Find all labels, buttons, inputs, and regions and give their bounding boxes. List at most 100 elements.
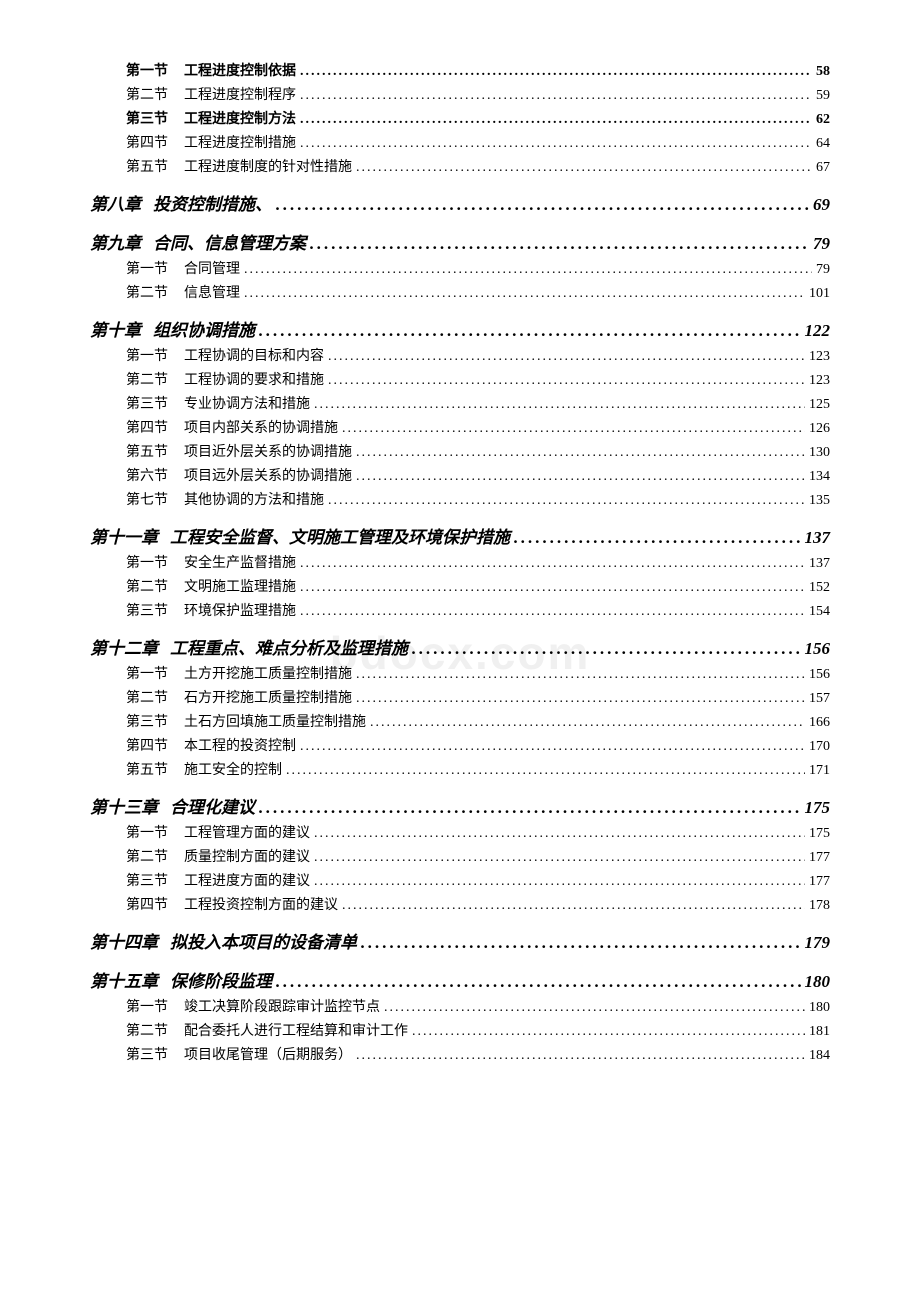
toc-entry-label: 土石方回填施工质量控制措施 — [184, 711, 366, 731]
toc-entry-prefix: 第四节 — [126, 894, 184, 914]
toc-chapter-row: 第九章合同、信息管理方案............................… — [90, 229, 830, 254]
toc-entry-page: 64 — [816, 136, 830, 152]
toc-entry-label: 竣工决算阶段跟踪审计监控节点 — [184, 996, 380, 1016]
toc-chapter-row: 第十三章合理化建议...............................… — [90, 793, 830, 818]
toc-entry-page: 135 — [809, 493, 830, 509]
toc-entry-prefix: 第二节 — [126, 1020, 184, 1040]
toc-entry-label: 工程管理方面的建议 — [184, 822, 310, 842]
toc-entry-prefix: 第四节 — [126, 417, 184, 437]
toc-entry-label: 工程进度控制依据 — [184, 60, 296, 80]
toc-entry-page: 79 — [813, 234, 830, 254]
toc-leader-dots: ........................................… — [370, 715, 805, 731]
toc-entry-label: 安全生产监督措施 — [184, 552, 296, 572]
toc-entry-page: 156 — [805, 639, 831, 659]
toc-leader-dots: ........................................… — [300, 580, 805, 596]
toc-entry-prefix: 第六节 — [126, 465, 184, 485]
toc-section-row: 第二节质量控制方面的建议............................… — [90, 846, 830, 866]
toc-entry-label: 工程协调的目标和内容 — [184, 345, 324, 365]
toc-entry-prefix: 第三节 — [126, 870, 184, 890]
toc-entry-page: 137 — [809, 556, 830, 572]
toc-entry-prefix: 第五节 — [126, 759, 184, 779]
toc-section-row: 第三节工程进度方面的建议............................… — [90, 870, 830, 890]
toc-entry-page: 152 — [809, 580, 830, 596]
toc-entry-page: 123 — [809, 373, 830, 389]
toc-leader-dots: ........................................… — [356, 160, 812, 176]
toc-entry-label: 土方开挖施工质量控制措施 — [184, 663, 352, 683]
toc-entry-page: 58 — [816, 64, 830, 80]
toc-entry-label: 工程进度方面的建议 — [184, 870, 310, 890]
toc-entry-page: 157 — [809, 691, 830, 707]
toc-entry-page: 130 — [809, 445, 830, 461]
toc-leader-dots: ........................................… — [259, 321, 801, 341]
toc-entry-page: 69 — [813, 195, 830, 215]
toc-entry-prefix: 第一节 — [126, 663, 184, 683]
toc-section-row: 第五节项目近外层关系的协调措施.........................… — [90, 441, 830, 461]
toc-entry-label: 项目远外层关系的协调措施 — [184, 465, 352, 485]
toc-leader-dots: ........................................… — [300, 604, 805, 620]
toc-entry-label: 组织协调措施 — [153, 316, 255, 341]
toc-leader-dots: ........................................… — [356, 667, 805, 683]
toc-entry-page: 170 — [809, 739, 830, 755]
toc-entry-prefix: 第四节 — [126, 735, 184, 755]
toc-section-row: 第五节工程进度制度的针对性措施.........................… — [90, 156, 830, 176]
toc-entry-page: 126 — [809, 421, 830, 437]
toc-section-row: 第五节施工安全的控制..............................… — [90, 759, 830, 779]
toc-section-row: 第六节项目远外层关系的协调措施.........................… — [90, 465, 830, 485]
toc-entry-prefix: 第三节 — [126, 600, 184, 620]
toc-entry-label: 其他协调的方法和措施 — [184, 489, 324, 509]
toc-leader-dots: ........................................… — [276, 195, 809, 215]
toc-section-row: 第四节本工程的投资控制.............................… — [90, 735, 830, 755]
toc-entry-prefix: 第八章 — [90, 190, 153, 215]
toc-leader-dots: ........................................… — [286, 763, 805, 779]
toc-leader-dots: ........................................… — [276, 972, 801, 992]
toc-leader-dots: ........................................… — [300, 112, 812, 128]
toc-entry-page: 177 — [809, 874, 830, 890]
toc-entry-prefix: 第二节 — [126, 282, 184, 302]
toc-entry-prefix: 第二节 — [126, 576, 184, 596]
toc-entry-page: 184 — [809, 1048, 830, 1064]
toc-leader-dots: ........................................… — [514, 528, 801, 548]
toc-entry-page: 175 — [805, 798, 831, 818]
toc-entry-label: 工程进度控制程序 — [184, 84, 296, 104]
toc-entry-prefix: 第二节 — [126, 84, 184, 104]
toc-entry-page: 180 — [809, 1000, 830, 1016]
toc-entry-label: 石方开挖施工质量控制措施 — [184, 687, 352, 707]
toc-entry-prefix: 第十三章 — [90, 793, 170, 818]
toc-entry-label: 文明施工监理措施 — [184, 576, 296, 596]
toc-leader-dots: ........................................… — [300, 556, 805, 572]
toc-entry-label: 保修阶段监理 — [170, 967, 272, 992]
toc-leader-dots: ........................................… — [384, 1000, 805, 1016]
toc-entry-page: 171 — [809, 763, 830, 779]
toc-section-row: 第一节合同管理.................................… — [90, 258, 830, 278]
toc-entry-prefix: 第三节 — [126, 711, 184, 731]
toc-leader-dots: ........................................… — [314, 826, 805, 842]
toc-leader-dots: ........................................… — [314, 874, 805, 890]
toc-chapter-row: 第十四章拟投入本项目的设备清单.........................… — [90, 928, 830, 953]
toc-entry-prefix: 第二节 — [126, 369, 184, 389]
toc-entry-page: 178 — [809, 898, 830, 914]
toc-entry-prefix: 第七节 — [126, 489, 184, 509]
toc-leader-dots: ........................................… — [361, 933, 801, 953]
toc-entry-label: 合理化建议 — [170, 793, 255, 818]
toc-entry-page: 156 — [809, 667, 830, 683]
toc-entry-label: 项目内部关系的协调措施 — [184, 417, 338, 437]
toc-entry-page: 166 — [809, 715, 830, 731]
toc-section-row: 第一节安全生产监督措施.............................… — [90, 552, 830, 572]
toc-entry-page: 67 — [816, 160, 830, 176]
toc-section-row: 第二节信息管理.................................… — [90, 282, 830, 302]
toc-entry-prefix: 第二节 — [126, 846, 184, 866]
toc-entry-page: 101 — [809, 286, 830, 302]
toc-entry-prefix: 第三节 — [126, 108, 184, 128]
toc-section-row: 第一节工程进度控制依据.............................… — [90, 60, 830, 80]
toc-entry-label: 质量控制方面的建议 — [184, 846, 310, 866]
toc-section-row: 第七节其他协调的方法和措施...........................… — [90, 489, 830, 509]
toc-entry-prefix: 第二节 — [126, 687, 184, 707]
toc-entry-prefix: 第九章 — [90, 229, 153, 254]
toc-leader-dots: ........................................… — [328, 493, 805, 509]
toc-entry-prefix: 第一节 — [126, 996, 184, 1016]
toc-leader-dots: ........................................… — [314, 850, 805, 866]
toc-section-row: 第三节土石方回填施工质量控制措施........................… — [90, 711, 830, 731]
toc-entry-label: 施工安全的控制 — [184, 759, 282, 779]
toc-entry-label: 拟投入本项目的设备清单 — [170, 928, 357, 953]
toc-leader-dots: ........................................… — [314, 397, 805, 413]
